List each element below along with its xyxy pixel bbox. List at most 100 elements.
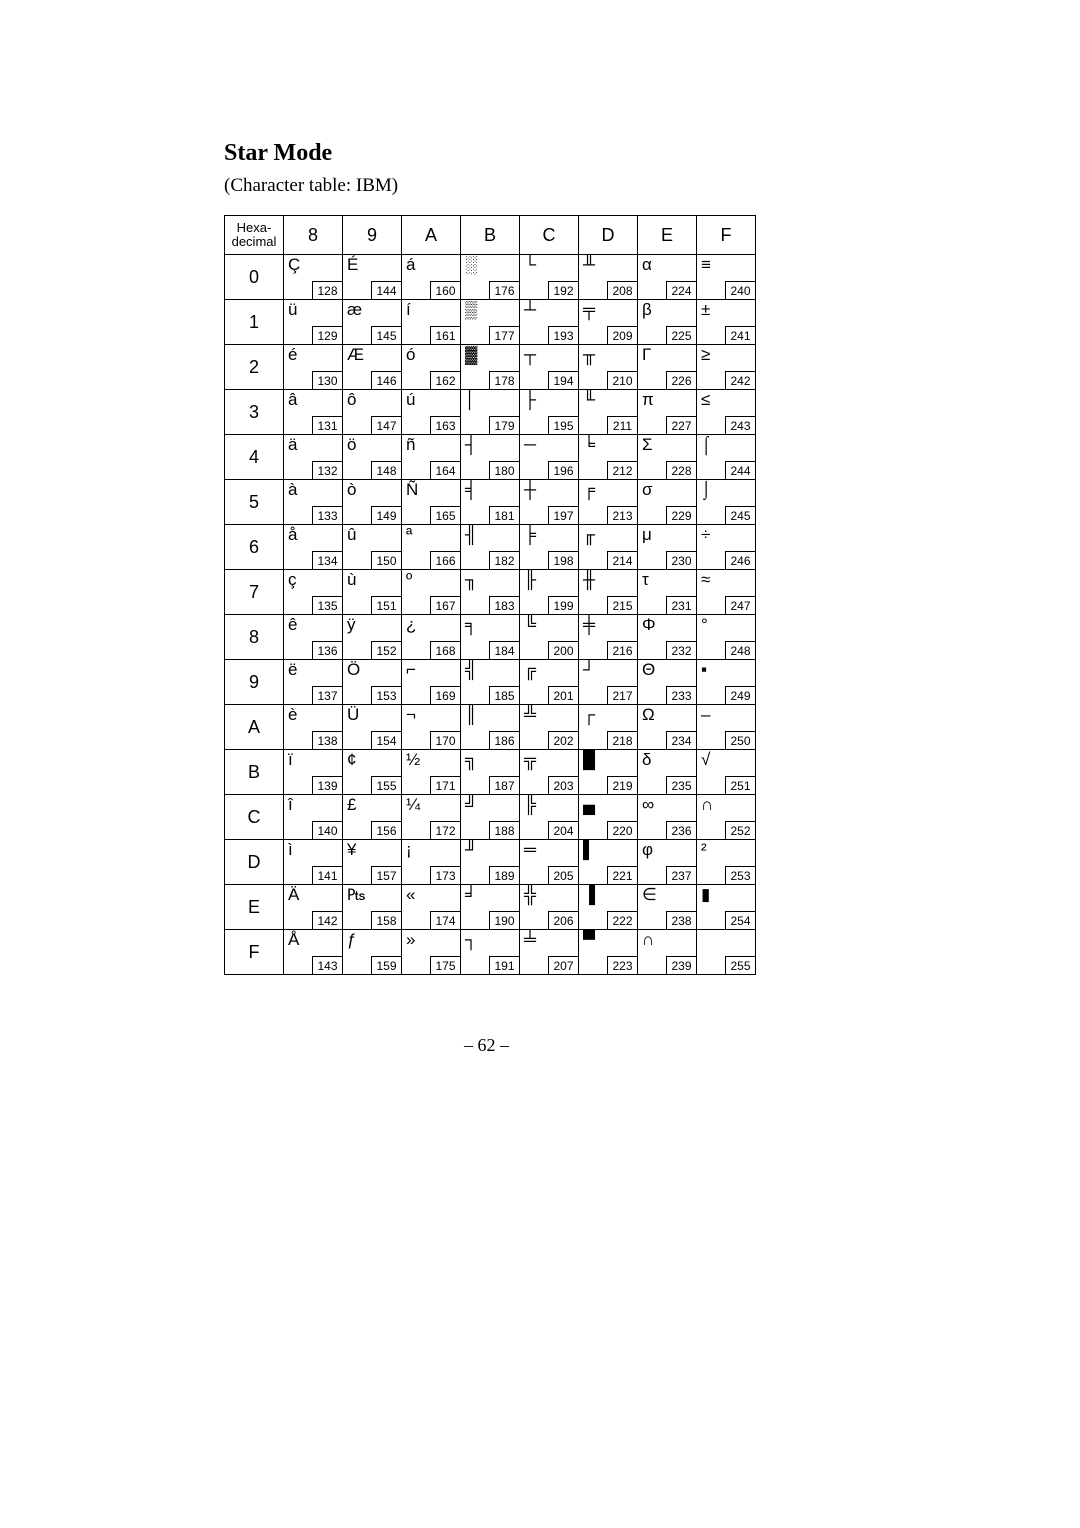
char-cell: ╧207 (520, 930, 579, 975)
decimal-value: 210 (607, 371, 637, 389)
char-cell: Æ146 (343, 345, 402, 390)
char-cell: Φ232 (638, 615, 697, 660)
glyph: Γ (642, 346, 651, 363)
char-cell: ⌡245 (697, 480, 756, 525)
char-cell: ÷246 (697, 525, 756, 570)
decimal-value: 245 (725, 506, 755, 524)
glyph: ╦ (524, 751, 536, 768)
char-cell: ┬194 (520, 345, 579, 390)
decimal-value: 134 (312, 551, 342, 569)
char-cell: «174 (402, 885, 461, 930)
row-header: 5 (225, 480, 284, 525)
glyph: ¼ (406, 796, 420, 813)
glyph: æ (347, 301, 362, 318)
decimal-value: 190 (489, 911, 519, 929)
char-cell: μ230 (638, 525, 697, 570)
decimal-value: 228 (666, 461, 696, 479)
decimal-value: 241 (725, 326, 755, 344)
glyph: É (347, 256, 358, 273)
decimal-value: 217 (607, 686, 637, 704)
decimal-value: 246 (725, 551, 755, 569)
char-cell: ñ164 (402, 435, 461, 480)
decimal-value: 139 (312, 776, 342, 794)
decimal-value: 140 (312, 821, 342, 839)
char-cell: ─196 (520, 435, 579, 480)
glyph: í (406, 301, 411, 318)
decimal-value: 138 (312, 731, 342, 749)
page: Star Mode (Character table: IBM) Hexa- d… (0, 0, 1080, 1056)
glyph: ┼ (524, 481, 536, 498)
glyph: τ (642, 571, 649, 588)
char-cell: ⌠244 (697, 435, 756, 480)
char-cell: ▄220 (579, 795, 638, 840)
char-cell: ▐222 (579, 885, 638, 930)
glyph: ╣ (465, 661, 477, 678)
glyph: ƒ (347, 931, 356, 948)
glyph: ╜ (465, 841, 477, 858)
row-header: E (225, 885, 284, 930)
char-cell: Å 143 (284, 930, 343, 975)
decimal-value: 198 (548, 551, 578, 569)
glyph: ╧ (524, 931, 536, 948)
glyph: £ (347, 796, 356, 813)
decimal-value: 147 (371, 416, 401, 434)
glyph: Å (288, 931, 299, 948)
glyph: « (406, 886, 415, 903)
glyph: ù (347, 571, 356, 588)
char-cell: ░176 (461, 255, 520, 300)
char-cell: ╘212 (579, 435, 638, 480)
decimal-value: 182 (489, 551, 519, 569)
row-header: F (225, 930, 284, 975)
glyph: ╝ (465, 796, 477, 813)
glyph: π (642, 391, 654, 408)
glyph: ò (347, 481, 356, 498)
glyph: ª (406, 526, 412, 543)
glyph: ¡ (406, 841, 412, 858)
content-block: Star Mode (Character table: IBM) Hexa- d… (224, 140, 749, 1056)
decimal-value: 196 (548, 461, 578, 479)
glyph: ╚ (524, 616, 536, 633)
glyph: ░ (465, 256, 477, 273)
char-cell: ╞198 (520, 525, 579, 570)
glyph: ² (701, 841, 707, 858)
glyph: ┴ (524, 301, 536, 318)
glyph: ▮ (701, 886, 710, 903)
char-cell: ╖183 (461, 570, 520, 615)
decimal-value: 163 (430, 416, 460, 434)
glyph: º (406, 571, 412, 588)
char-cell: ┤180 (461, 435, 520, 480)
glyph: ▌ (583, 841, 595, 858)
decimal-value: 200 (548, 641, 578, 659)
row-header: D (225, 840, 284, 885)
char-cell: ╛190 (461, 885, 520, 930)
decimal-value: 168 (430, 641, 460, 659)
table-row: 0Ç128É144á160░176└192╨208α224≡240 (225, 255, 756, 300)
char-cell: ╗187 (461, 750, 520, 795)
char-cell: ≡240 (697, 255, 756, 300)
col-header: F (697, 216, 756, 255)
decimal-value: 234 (666, 731, 696, 749)
row-header: B (225, 750, 284, 795)
decimal-value: 231 (666, 596, 696, 614)
decimal-value: 227 (666, 416, 696, 434)
glyph: ╔ (524, 661, 536, 678)
decimal-value: 132 (312, 461, 342, 479)
row-header: 4 (225, 435, 284, 480)
decimal-value: 156 (371, 821, 401, 839)
decimal-value: 233 (666, 686, 696, 704)
decimal-value: 202 (548, 731, 578, 749)
glyph: ╙ (583, 391, 595, 408)
glyph: ╟ (524, 571, 536, 588)
char-cell: ü129 (284, 300, 343, 345)
glyph: ä (288, 436, 297, 453)
char-cell: ¥157 (343, 840, 402, 885)
table-row: 6å134û150ª166╢182╞198╓214μ230÷246 (225, 525, 756, 570)
decimal-value: 223 (607, 956, 637, 974)
decimal-value: 143 (312, 956, 342, 974)
decimal-value: 253 (725, 866, 755, 884)
glyph: ¿ (406, 616, 416, 633)
glyph: å (288, 526, 297, 543)
decimal-value: 169 (430, 686, 460, 704)
glyph: ç (288, 571, 297, 588)
char-cell: σ229 (638, 480, 697, 525)
